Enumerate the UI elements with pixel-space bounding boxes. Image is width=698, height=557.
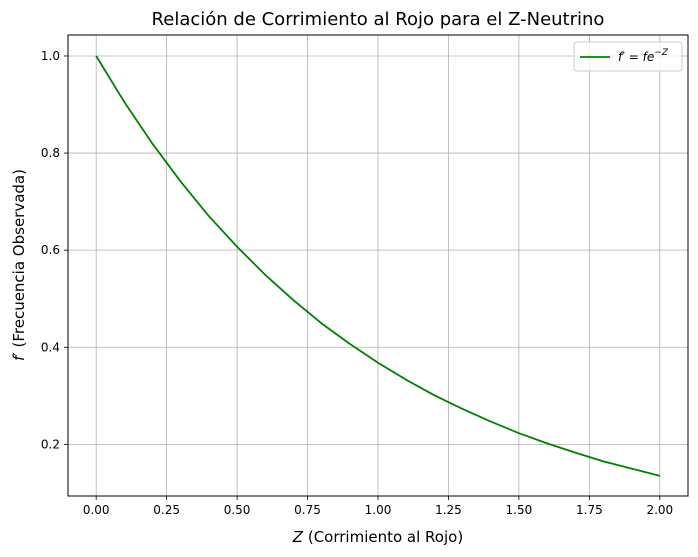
x-tick-label: 2.00 — [646, 503, 673, 517]
legend-label-sup: −Z — [654, 48, 669, 58]
y-tick-label: 1.0 — [41, 49, 60, 63]
y-axis-symbol: f′ — [10, 352, 28, 361]
legend-label-base: f′ = fe — [618, 50, 654, 64]
y-axis: 0.2 0.4 0.6 0.8 1.0 — [41, 49, 68, 451]
y-tick-label: 0.2 — [41, 437, 60, 451]
series-layer — [95, 55, 661, 477]
x-tick-label: 0.00 — [83, 503, 110, 517]
y-axis-label: (Frecuencia Observada) — [10, 169, 28, 352]
x-axis: 0.00 0.25 0.50 0.75 1.00 1.25 1.50 1.75 2.00 — [83, 496, 673, 517]
legend: f′ = fe−Z — [573, 41, 683, 72]
x-tick-label: 1.00 — [365, 503, 392, 517]
y-tick-label: 0.6 — [41, 243, 60, 257]
x-tick-label: 0.25 — [153, 503, 180, 517]
x-axis-symbol: Z — [292, 528, 304, 546]
y-tick-label: 0.8 — [41, 146, 60, 160]
chart-title: Relación de Corrimiento al Rojo para el … — [152, 9, 605, 30]
y-axis-title: f′ (Frecuencia Observada) — [10, 169, 28, 361]
x-axis-title: Z (Corrimiento al Rojo) — [292, 528, 463, 546]
x-tick-label: 1.50 — [506, 503, 533, 517]
legend-box — [573, 41, 683, 72]
y-tick-label: 0.4 — [41, 340, 60, 354]
x-tick-label: 1.75 — [576, 503, 603, 517]
x-tick-label: 0.50 — [224, 503, 251, 517]
legend-label: f′ = fe−Z — [618, 48, 669, 64]
series-line — [95, 55, 661, 477]
x-axis-label: (Corrimiento al Rojo) — [303, 528, 463, 546]
x-tick-label: 1.25 — [435, 503, 462, 517]
x-tick-label: 0.75 — [294, 503, 321, 517]
